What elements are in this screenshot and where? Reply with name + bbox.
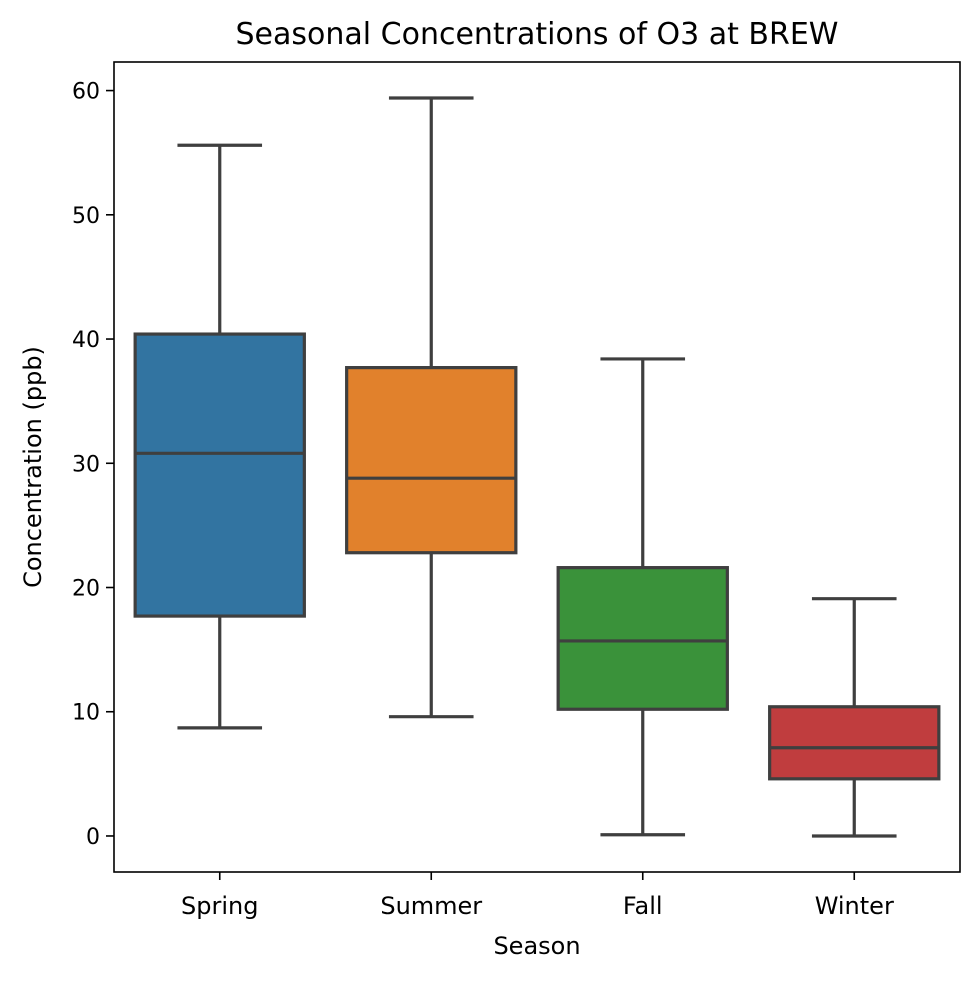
y-tick-label-20: 20 [72,577,100,602]
box-fall [556,566,729,711]
x-axis-label: Season [493,932,580,960]
y-tick-label-0: 0 [86,825,100,850]
chart-title: Seasonal Concentrations of O3 at BREW [236,17,839,52]
box-summer [345,366,518,555]
x-tick-label-summer: Summer [380,892,482,920]
plot-frame [113,61,961,873]
y-tick-label-10: 10 [72,701,100,726]
y-tick-label-40: 40 [72,328,100,353]
y-axis-label: Concentration (ppb) [19,346,47,588]
box-spring [133,332,306,618]
y-tick-label-60: 60 [72,80,100,105]
x-tick-label-fall: Fall [623,892,663,920]
box-winter [768,705,941,781]
y-tick-label-50: 50 [72,204,100,229]
y-tick-label-30: 30 [72,452,100,477]
x-tick-label-spring: Spring [181,892,258,920]
x-tick-label-winter: Winter [815,892,894,920]
plot-area: 0 10 20 30 40 50 60 Spring Summer Fall Winter [72,61,961,920]
